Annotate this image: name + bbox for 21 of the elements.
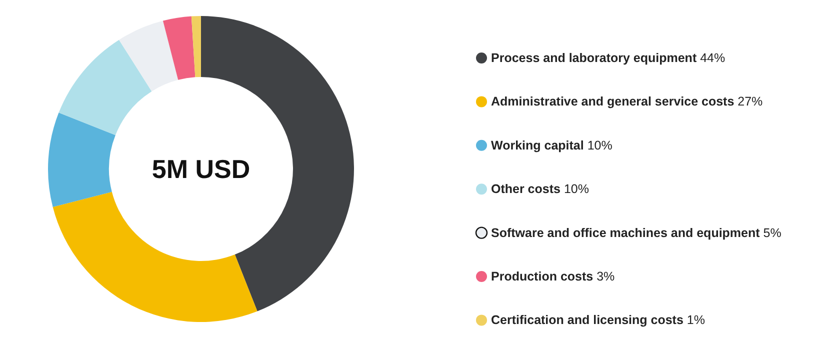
legend-label: Administrative and general service costs [491, 94, 734, 109]
donut-slice [48, 112, 116, 208]
legend-label: Process and laboratory equipment [491, 51, 698, 65]
legend-label: Production costs [491, 270, 594, 284]
data-label: 10% [560, 182, 589, 196]
data-label: 1% [683, 313, 705, 328]
donut-slice [58, 40, 152, 136]
data-label: 10% [584, 138, 612, 152]
text: 5M USD [152, 154, 250, 184]
data-label: 44% [696, 51, 726, 65]
data-label: 5% [760, 226, 782, 240]
donut-slice [119, 20, 178, 92]
donut-slice [52, 192, 258, 322]
donut-slice [162, 16, 196, 80]
data-label: 3% [593, 270, 615, 284]
data-label: 27% [734, 94, 763, 109]
legend-label: Certification and licensing costs [491, 313, 684, 328]
donut-slice [191, 16, 201, 78]
legend-label: Other costs [491, 182, 561, 196]
legend-label: Working capital [491, 138, 584, 152]
legend-label: Software and office machines and equipment [491, 226, 761, 240]
